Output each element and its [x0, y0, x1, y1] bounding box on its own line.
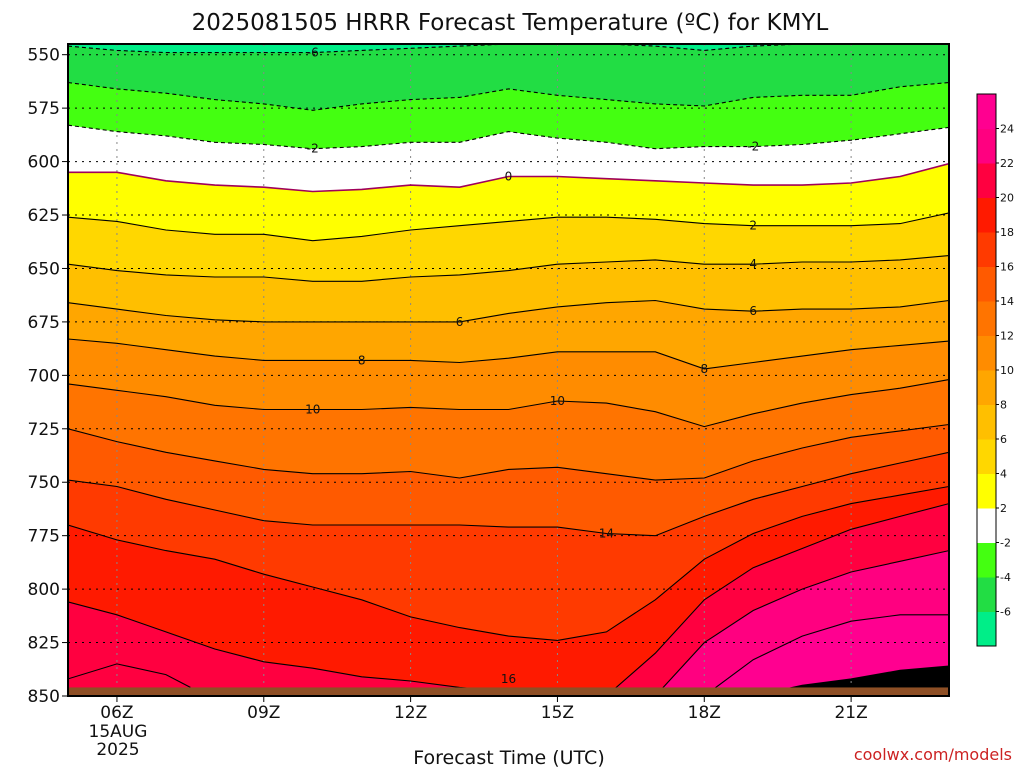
isotherm-label: 8	[358, 353, 366, 367]
colorbar-label: 16	[1000, 261, 1014, 274]
isotherm-label: 2	[749, 219, 757, 233]
colorbar-label: 22	[1000, 157, 1014, 170]
isotherm-label: 4	[749, 257, 757, 271]
isotherm-label: -2	[307, 142, 319, 156]
x-tick-label: 09Z	[247, 703, 280, 723]
isotherm-line	[68, 81, 949, 111]
colorbar-label: 10	[1000, 364, 1014, 377]
colorbar-label: 2	[1000, 502, 1007, 515]
isotherm-label: 0	[505, 170, 513, 184]
isotherm-line	[68, 255, 949, 282]
x-tick-label: 06Z	[100, 703, 133, 723]
colorbar-label: 24	[1000, 123, 1014, 136]
y-tick-label: 575	[28, 99, 60, 119]
y-tick-label: 675	[28, 313, 60, 333]
colorbar-label: 18	[1000, 226, 1014, 239]
colorbar-segment	[977, 232, 996, 267]
y-tick-label: 850	[28, 687, 60, 707]
isotherm-line	[68, 162, 949, 193]
temperature-bands	[68, 44, 949, 696]
x-tick-label: 21Z	[834, 703, 867, 723]
x-axis-title: Forecast Time (UTC)	[413, 747, 604, 768]
isotherm-line	[68, 663, 191, 696]
colorbar-segment	[977, 94, 996, 129]
isotherm-line	[68, 44, 949, 54]
isotherm-label: 6	[456, 315, 464, 329]
y-tick-label: 750	[28, 473, 60, 493]
x-axis: 06Z 09Z 12Z 15Z 18Z 21Z	[100, 696, 868, 723]
date-label-day: 15AUG	[89, 722, 148, 742]
colorbar-segment	[977, 404, 996, 440]
y-tick-label: 625	[28, 206, 60, 226]
chart-title: 2025081505 HRRR Forecast Temperature (ºC…	[192, 10, 829, 36]
isotherm-line	[68, 212, 949, 242]
isotherm-label: 8	[700, 362, 708, 376]
isotherm-label: 14	[599, 527, 614, 541]
isotherm-line	[68, 379, 949, 428]
y-tick-label: 600	[28, 153, 60, 173]
isotherm-labels: -6 -2 -2 0 2 4 6 6 8 8 10 10 14 16	[305, 46, 759, 686]
x-tick-label: 12Z	[394, 703, 427, 723]
colorbar-segment	[977, 197, 996, 233]
colorbar-segment	[977, 266, 996, 302]
y-tick-label: 725	[28, 420, 60, 440]
y-tick-label: 550	[28, 46, 60, 66]
isotherm-line	[68, 299, 949, 323]
temperature-band	[68, 550, 949, 696]
isotherm-line	[68, 550, 949, 696]
x-tick-label: 15Z	[541, 703, 574, 723]
colorbar-label: -2	[1000, 537, 1011, 550]
colorbar-label: -4	[1000, 571, 1011, 584]
colorbar-segment	[977, 439, 996, 474]
isotherm-label: 10	[305, 403, 320, 417]
colorbar-segment	[977, 301, 996, 336]
y-tick-label: 800	[28, 580, 60, 600]
colorbar-segment	[977, 542, 996, 578]
colorbar-segment	[977, 577, 996, 612]
colorbar-label: 6	[1000, 433, 1007, 446]
colorbar-segment	[977, 611, 996, 647]
isotherm-lines	[68, 44, 949, 696]
isotherm-line	[68, 451, 949, 537]
x-tick-label: 18Z	[688, 703, 721, 723]
isotherm-label: 16	[501, 672, 516, 686]
ground-fill	[68, 687, 949, 696]
date-label-year: 2025	[96, 740, 139, 760]
isotherm-line	[68, 124, 949, 150]
colorbar-segment	[977, 370, 996, 405]
isotherm-line	[68, 665, 949, 696]
y-tick-label: 775	[28, 527, 60, 547]
colorbar-label: 4	[1000, 468, 1007, 481]
colorbar-label: 14	[1000, 295, 1014, 308]
y-tick-label: 825	[28, 634, 60, 654]
plot-frame	[67, 43, 950, 697]
isotherm-line	[68, 485, 949, 641]
colorbar-segment	[977, 335, 996, 371]
y-tick-label: 700	[28, 366, 60, 386]
isotherm-label: -6	[307, 46, 319, 60]
colorbar-label: 8	[1000, 399, 1007, 412]
colorbar-segment	[977, 508, 996, 543]
colorbar-label: 20	[1000, 192, 1014, 205]
isotherm-label: 10	[550, 394, 565, 408]
colorbar-label: -6	[1000, 606, 1011, 619]
isotherm-label: -2	[747, 140, 759, 154]
colorbar-label: 12	[1000, 330, 1014, 343]
isotherm-line	[68, 614, 949, 696]
colorbar-segment	[977, 473, 996, 509]
colorbar-segment	[977, 163, 996, 198]
credit-text: coolwx.com/models	[854, 745, 1012, 764]
plot-area: -6 -2 -2 0 2 4 6 6 8 8 10 10 14 16	[68, 44, 949, 696]
isotherm-line	[68, 423, 949, 481]
isotherm-label: 6	[749, 304, 757, 318]
colorbar-segment	[977, 128, 996, 164]
y-tick-label: 650	[28, 259, 60, 279]
isotherm-line	[68, 338, 949, 370]
y-axis: 550 575 600 625 650 675 700 725 750 775 800 825 850	[28, 46, 68, 707]
